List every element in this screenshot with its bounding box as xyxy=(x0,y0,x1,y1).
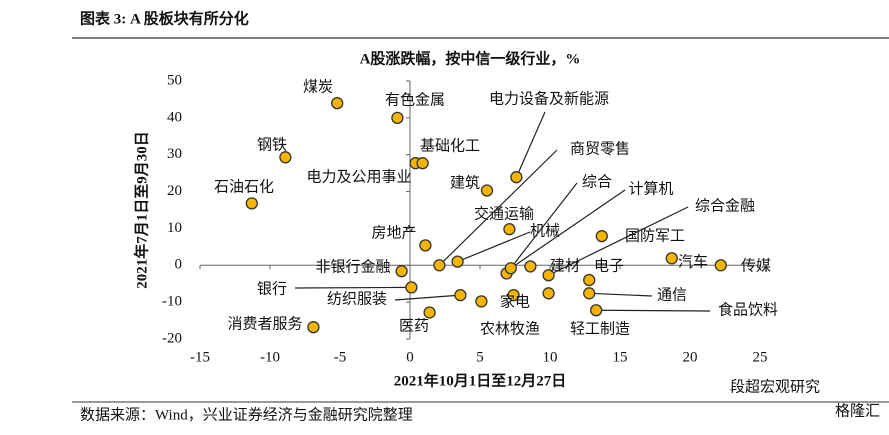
leader-line xyxy=(589,292,653,297)
y-tick-label: 50 xyxy=(167,72,182,88)
point xyxy=(583,273,596,287)
point-label: 电力及公用事业 xyxy=(306,168,411,185)
point xyxy=(503,223,516,236)
point xyxy=(423,306,436,319)
point xyxy=(475,295,488,308)
point xyxy=(419,239,432,252)
point-label: 食品饮料 xyxy=(718,301,778,318)
point xyxy=(590,304,603,317)
leader-line xyxy=(457,231,531,263)
point-label: 通信 xyxy=(657,286,687,303)
point xyxy=(433,259,446,272)
point-label: 石油石化 xyxy=(214,178,274,195)
point-label: 综合 xyxy=(582,173,612,190)
point-label: 钢铁 xyxy=(257,136,287,153)
point xyxy=(524,260,537,273)
watermark: 格隆汇 xyxy=(835,402,880,419)
source: 数据来源：Wind，兴业证券经济与金融研究院整理 xyxy=(80,405,413,423)
point xyxy=(279,151,292,164)
point xyxy=(583,287,596,300)
y-tick-label: 20 xyxy=(167,183,182,199)
x-tick-label: 25 xyxy=(753,349,768,365)
x-tick-label: -10 xyxy=(260,349,280,365)
point xyxy=(665,252,678,265)
x-tick-label: -5 xyxy=(334,349,347,365)
point xyxy=(245,197,258,210)
point-label: 农林牧渔 xyxy=(480,320,540,337)
point-label: 电子 xyxy=(594,257,624,274)
x-tick-label: 15 xyxy=(613,349,628,365)
x-tick-label: -15 xyxy=(190,349,210,365)
y-tick-label: -20 xyxy=(162,330,182,346)
y-tick-label: 40 xyxy=(167,109,182,125)
x-tick-label: 10 xyxy=(543,349,558,365)
x-tick-label: 20 xyxy=(683,349,698,365)
point xyxy=(480,184,494,197)
point xyxy=(542,287,555,300)
leader-line xyxy=(548,206,689,276)
y-tick-label: 30 xyxy=(167,146,182,162)
point-label: 消费者服务 xyxy=(227,315,302,332)
point-label: 轻工制造 xyxy=(570,320,630,337)
page-title: 图表 3: A 股板块有所分化 xyxy=(80,9,249,27)
y-axis-label: 2021年7月1日至9月30日 xyxy=(132,131,150,289)
point-label: 传媒 xyxy=(741,257,771,274)
y-tick-label: 10 xyxy=(167,220,182,236)
point-label: 非银行金融 xyxy=(315,258,390,275)
point-label: 建材 xyxy=(550,257,580,274)
point xyxy=(504,262,517,275)
point-label: 煤炭 xyxy=(303,78,333,95)
leader-line xyxy=(394,294,461,301)
point-label: 银行 xyxy=(257,280,287,297)
point xyxy=(507,288,520,302)
point-label: 交通运输 xyxy=(474,204,534,222)
y-tick-label: -10 xyxy=(162,294,182,310)
leader-line xyxy=(506,182,578,274)
point xyxy=(416,157,429,170)
point-label: 汽车 xyxy=(678,253,708,270)
leader-line xyxy=(294,286,412,289)
point-label: 家电 xyxy=(500,293,530,310)
point xyxy=(395,265,408,278)
leader-line xyxy=(515,111,546,178)
point-label: 基础化工 xyxy=(420,137,480,154)
point-label: 有色金属 xyxy=(385,91,445,108)
point-label: 房地产 xyxy=(371,224,416,241)
point xyxy=(714,259,727,272)
point xyxy=(451,255,464,268)
point-label: 建筑 xyxy=(450,174,480,191)
watermark: 段超宏观研究 xyxy=(730,378,820,395)
point xyxy=(391,111,404,125)
chart-title: A股涨跌幅，按中信一级行业，% xyxy=(360,49,581,67)
leader-line xyxy=(438,149,558,266)
point xyxy=(331,96,344,110)
point xyxy=(307,321,320,334)
point-label: 计算机 xyxy=(628,179,673,197)
point-label: 综合金融 xyxy=(695,197,755,214)
x-axis-label: 2021年10月1日至12月27日 xyxy=(394,371,567,389)
point xyxy=(510,171,523,184)
point xyxy=(454,288,467,302)
point-label: 机械 xyxy=(530,222,560,239)
point xyxy=(542,269,555,282)
point-label: 纺织服装 xyxy=(327,290,387,307)
point-label: 电力设备及新能源 xyxy=(489,90,609,107)
x-tick-label: 0 xyxy=(406,349,414,365)
y-tick-label: 0 xyxy=(175,257,183,273)
x-tick-label: 5 xyxy=(476,349,484,365)
point-label: 商贸零售 xyxy=(570,140,630,157)
leader-line xyxy=(596,309,711,312)
leader-line xyxy=(510,189,626,269)
point-label: 医药 xyxy=(399,317,429,334)
point-label: 国防军工 xyxy=(625,227,685,244)
point xyxy=(405,281,418,294)
point xyxy=(595,230,608,243)
